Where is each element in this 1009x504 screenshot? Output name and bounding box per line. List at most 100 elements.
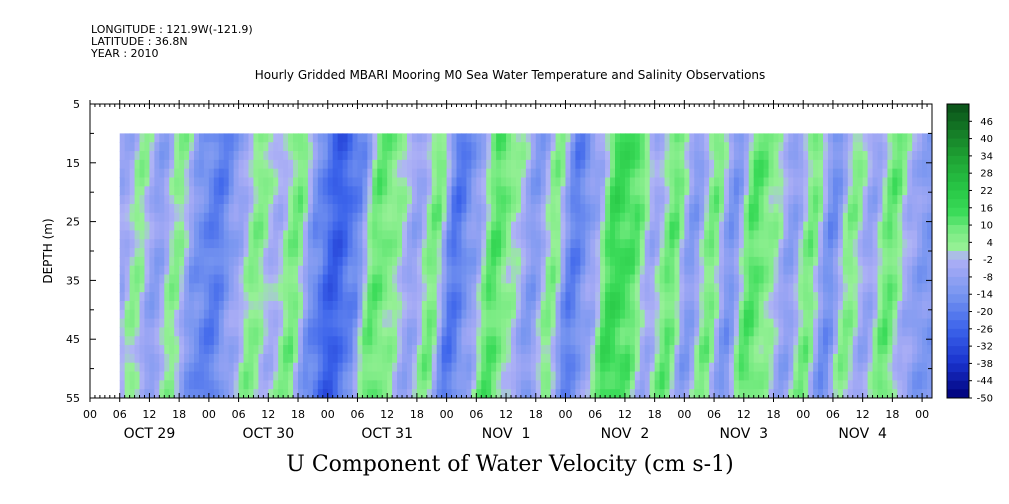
heatmap-cell	[208, 292, 215, 302]
heatmap-cell	[362, 151, 368, 161]
heatmap-cell	[471, 133, 477, 143]
heatmap-cell	[897, 389, 903, 398]
heatmap-cell	[402, 186, 408, 196]
heatmap-cell	[169, 389, 175, 398]
heatmap-cell	[798, 177, 804, 187]
heatmap-cell	[897, 230, 903, 240]
heatmap-cell	[575, 212, 581, 223]
heatmap-cell	[431, 371, 438, 381]
heatmap-cell	[402, 292, 408, 302]
heatmap-cell	[689, 195, 695, 205]
heatmap-cell	[501, 203, 507, 214]
heatmap-cell	[927, 142, 932, 152]
heatmap-cell	[347, 327, 354, 337]
heatmap-cell	[436, 248, 443, 258]
heatmap-cell	[283, 142, 289, 152]
heatmap-cell	[184, 248, 190, 258]
heatmap-cell	[377, 133, 383, 143]
heatmap-cell	[639, 265, 646, 276]
heatmap-cell	[198, 283, 205, 293]
heatmap-cell	[293, 133, 299, 143]
heatmap-cell	[649, 309, 656, 320]
heatmap-cell	[679, 221, 685, 232]
heatmap-cell	[506, 151, 512, 161]
heatmap-cell	[793, 362, 799, 373]
heatmap-cell	[491, 327, 497, 337]
heatmap-cell	[624, 133, 631, 143]
heatmap-cell	[367, 362, 373, 373]
heatmap-cell	[892, 389, 898, 398]
heatmap-cell	[124, 239, 131, 249]
heatmap-cell	[857, 362, 864, 373]
heatmap-cell	[585, 177, 591, 187]
heatmap-cell	[837, 159, 844, 170]
heatmap-cell	[575, 371, 581, 381]
heatmap-cell	[639, 300, 646, 311]
heatmap-cell	[818, 336, 824, 346]
heatmap-cell	[411, 212, 418, 223]
heatmap-cell	[600, 159, 606, 170]
heatmap-cell	[213, 283, 220, 293]
heatmap-cell	[535, 230, 542, 240]
heatmap-cell	[867, 133, 874, 143]
heatmap-cell	[253, 283, 259, 293]
heatmap-cell	[818, 159, 824, 170]
heatmap-cell	[278, 151, 284, 161]
heatmap-cell	[174, 221, 180, 232]
heatmap-cell	[491, 318, 497, 329]
heatmap-cell	[456, 283, 463, 293]
heatmap-cell	[917, 248, 923, 258]
heatmap-cell	[149, 256, 155, 267]
heatmap-cell	[827, 186, 834, 196]
heatmap-cell	[268, 212, 274, 223]
heatmap-cell	[852, 256, 859, 267]
heatmap-cell	[783, 292, 789, 302]
heatmap-cell	[298, 203, 304, 214]
heatmap-cell	[917, 239, 923, 249]
heatmap-cell	[788, 336, 794, 346]
heatmap-cell	[887, 133, 893, 143]
heatmap-cell	[892, 177, 898, 187]
heatmap-cell	[218, 345, 225, 355]
heatmap-cell	[897, 248, 903, 258]
heatmap-cell	[768, 186, 775, 196]
heatmap-cell	[768, 292, 775, 302]
heatmap-cell	[154, 345, 160, 355]
heatmap-cell	[555, 195, 562, 205]
heatmap-cell	[570, 151, 576, 161]
heatmap-cell	[198, 309, 205, 320]
heatmap-cell	[154, 142, 160, 152]
heatmap-cell	[535, 142, 542, 152]
heatmap-cell	[748, 389, 755, 398]
heatmap-cell	[654, 362, 661, 373]
heatmap-cell	[129, 221, 136, 232]
heatmap-cell	[203, 380, 210, 390]
heatmap-cell	[342, 318, 349, 329]
heatmap-cell	[862, 203, 869, 214]
heatmap-cell	[397, 177, 403, 187]
heatmap-cell	[357, 195, 364, 205]
heatmap-cell	[189, 159, 195, 170]
heatmap-cell	[189, 371, 195, 381]
heatmap-cell	[530, 292, 537, 302]
heatmap-cell	[917, 142, 923, 152]
heatmap-cell	[154, 283, 160, 293]
heatmap-cell	[238, 318, 245, 329]
heatmap-cell	[748, 353, 755, 364]
heatmap-cell	[238, 159, 245, 170]
heatmap-cell	[362, 159, 368, 170]
heatmap-cell	[773, 195, 780, 205]
heatmap-cell	[907, 300, 913, 311]
heatmap-cell	[783, 274, 789, 284]
heatmap-cell	[733, 362, 740, 373]
heatmap-cell	[446, 159, 453, 170]
heatmap-cell	[852, 151, 859, 161]
heatmap-cell	[649, 203, 656, 214]
heatmap-cell	[436, 151, 443, 161]
heatmap-cell	[535, 177, 542, 187]
heatmap-cell	[402, 300, 408, 311]
heatmap-cell	[293, 151, 299, 161]
heatmap-cell	[897, 353, 903, 364]
heatmap-cell	[610, 345, 616, 355]
heatmap-cell	[322, 380, 329, 390]
